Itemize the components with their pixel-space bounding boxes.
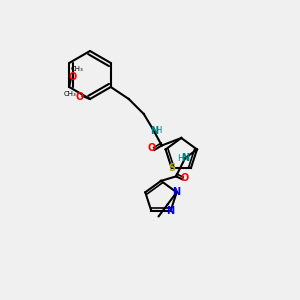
Text: H: H (156, 126, 162, 135)
Text: H: H (177, 154, 184, 163)
Text: N: N (167, 206, 175, 216)
Text: N: N (150, 125, 158, 136)
Text: CH₃: CH₃ (64, 92, 77, 98)
Text: CH₃: CH₃ (70, 66, 83, 72)
Text: N: N (181, 153, 189, 164)
Text: S: S (168, 163, 175, 173)
Text: O: O (181, 173, 189, 183)
Text: N: N (172, 187, 181, 197)
Text: O: O (68, 71, 76, 82)
Text: O: O (75, 92, 84, 103)
Text: O: O (147, 143, 155, 154)
